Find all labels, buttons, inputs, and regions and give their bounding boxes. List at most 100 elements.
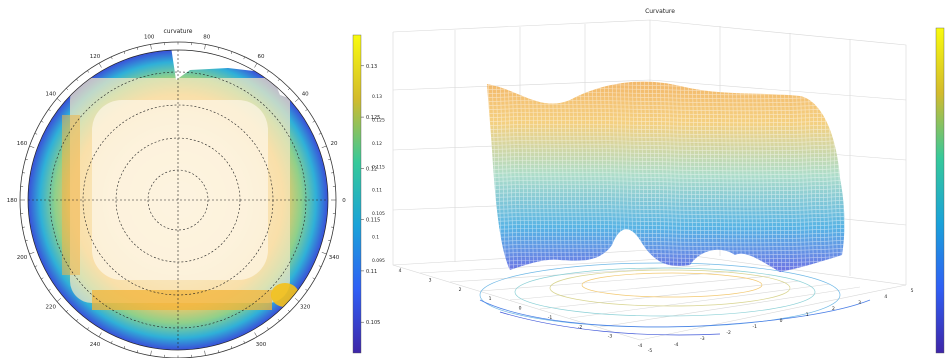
surface-y-tick-label: -4 <box>674 342 679 348</box>
surface-title: Curvature <box>645 8 675 15</box>
polar-tick-mark <box>204 350 206 356</box>
surface-y-tick-label: 4 <box>884 294 887 300</box>
polar-colorbar-tick-label: 0.125 <box>366 115 380 121</box>
polar-angle-label: 240 <box>90 342 101 348</box>
surface-mesh-line <box>799 81 807 272</box>
surface-mesh-line <box>487 119 845 124</box>
surface-mesh-line <box>487 159 845 164</box>
surface-mesh-line <box>715 81 723 272</box>
surface-mesh-line <box>723 81 731 272</box>
surface-mesh-line <box>783 81 791 272</box>
surface-z-ticks: 0.13 0.125 0.12 0.115 0.11 0.105 0.1 0.095 <box>372 94 385 264</box>
surface-mesh-line <box>519 81 527 272</box>
surface-mesh-line <box>487 111 845 116</box>
surface-mesh-line <box>755 81 763 272</box>
surface-mesh-line <box>583 81 591 272</box>
polar-tick-mark <box>76 318 79 322</box>
surface-x-tick-label: -1 <box>548 315 553 321</box>
polar-tick-mark <box>287 309 290 312</box>
polar-tick-mark <box>136 350 139 353</box>
surface-mesh-line <box>487 151 845 156</box>
polar-colorbar-tick-label: 0.115 <box>366 218 380 224</box>
polar-tick-mark <box>230 346 233 349</box>
polar-angle-label: 60 <box>258 54 265 60</box>
polar-tick-mark <box>266 327 269 330</box>
polar-angle-labels: 0204060801001201401601802002202402602803… <box>7 35 347 348</box>
polar-tick-mark <box>41 120 44 123</box>
polar-tick-mark <box>287 88 290 91</box>
polar-tick-mark <box>321 252 327 255</box>
surface-z-tick-label: 0.125 <box>372 117 385 123</box>
polar-heat-center <box>92 100 268 280</box>
surface-mesh-line <box>683 81 691 272</box>
surface-mesh-line <box>487 215 845 220</box>
surface-mesh-line <box>487 99 845 104</box>
polar-tick-mark <box>34 132 38 135</box>
surface-z-tick-label: 0.1 <box>372 235 379 241</box>
polar-tick-mark <box>266 70 269 73</box>
polar-title: curvature <box>164 28 193 35</box>
surface-mesh-line <box>487 147 845 152</box>
surface-mesh-line <box>691 81 699 272</box>
polar-colorbar-gradient <box>352 34 362 354</box>
polar-angle-label: 80 <box>203 35 210 41</box>
surface-y-tick-label: 5 <box>911 288 914 294</box>
surface-mesh-line <box>579 81 587 272</box>
surface-mesh-line <box>487 179 845 184</box>
polar-tick-mark <box>328 158 331 161</box>
surface-mesh-line <box>751 81 759 272</box>
surface-mesh-line <box>487 203 845 208</box>
polar-heat-band-bottom <box>92 290 272 310</box>
surface-mesh-line <box>563 81 571 272</box>
surface-y-ticks: -5 -4 -3 -2 -1 0 1 2 3 4 5 <box>648 288 914 354</box>
surface-mesh-line <box>487 251 845 256</box>
surface-mesh-line <box>511 81 519 272</box>
surface-mesh-line <box>539 81 547 272</box>
surface-mesh-line <box>795 81 803 272</box>
surface-mesh-line <box>487 239 845 244</box>
polar-tick-mark <box>25 239 28 242</box>
surface-mesh-line <box>487 167 845 172</box>
surface-colorbar-gradient <box>935 27 945 354</box>
polar-tick-mark <box>25 158 28 161</box>
surface-mesh-line <box>480 76 850 79</box>
surface-mesh-line <box>779 81 787 272</box>
polar-tick-mark <box>29 145 35 148</box>
surface-mesh-line <box>487 163 845 168</box>
polar-tick-mark <box>277 78 280 82</box>
polar-tick-mark <box>66 309 69 312</box>
surface-mesh-line <box>487 171 845 176</box>
polar-tick-mark <box>48 288 51 291</box>
surface-mesh-line <box>487 127 845 132</box>
surface-y-tick-label: -1 <box>753 324 758 330</box>
surface-mesh-line <box>487 227 845 232</box>
surface-x-tick-label: 4 <box>399 268 402 274</box>
polar-angle-label: 340 <box>329 255 340 261</box>
surface-floor-contours <box>479 262 871 336</box>
surface-mesh-line <box>727 81 735 272</box>
polar-grid <box>28 50 328 350</box>
surface-x-tick-label: 3 <box>429 277 432 283</box>
surface-mesh-line <box>775 81 783 272</box>
surface-mesh-line <box>487 139 845 144</box>
surface-mesh-line <box>523 81 531 272</box>
surface-mesh-line <box>739 81 747 272</box>
surface-y-tick-label: 1 <box>806 312 809 318</box>
polar-colorbar-tick-label: 0.13 <box>366 64 377 70</box>
surface-mesh-line <box>487 187 845 192</box>
polar-colorbar-tick-label: 0.11 <box>366 269 377 275</box>
surface-mesh-line <box>707 81 715 272</box>
polar-colorbar-tick-label: 0.105 <box>366 320 380 326</box>
surface-z-tick-label: 0.095 <box>372 258 385 264</box>
surface-z-tick-label: 0.105 <box>372 211 385 217</box>
surface-chart: Curvature 0.130.1250.120.1150.110.1050.1… <box>372 8 914 354</box>
polar-tick-mark <box>254 332 258 337</box>
polar-tick-mark <box>87 70 90 73</box>
surface-y-tick-label: -5 <box>648 348 653 354</box>
surface-mesh-line <box>487 211 845 216</box>
surface-mesh-line <box>759 81 767 272</box>
surface-y-tick-label: -2 <box>726 330 731 336</box>
surface-mesh-line <box>699 81 707 272</box>
surface-mesh-line <box>487 115 845 120</box>
polar-angle-label: 200 <box>17 255 28 261</box>
